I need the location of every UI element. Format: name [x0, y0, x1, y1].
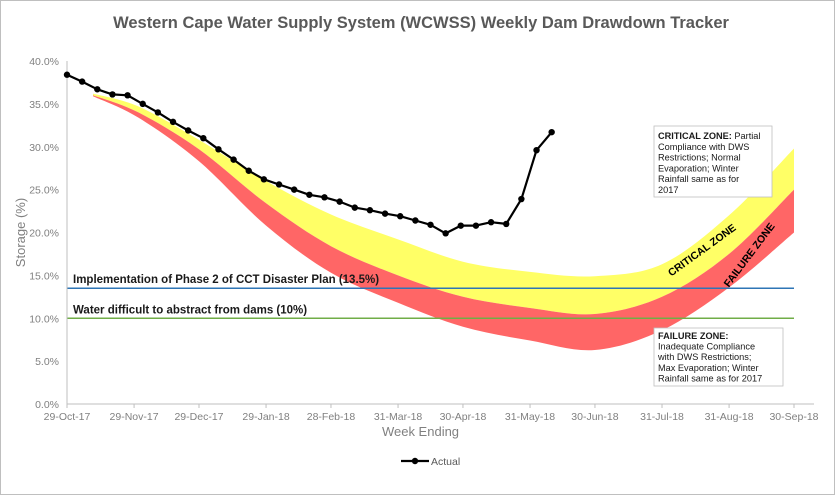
x-tick-label: 31-Aug-18	[705, 411, 754, 423]
data-point-actual	[290, 186, 298, 193]
x-tick-label: 31-May-18	[505, 411, 555, 423]
data-point-actual	[533, 146, 540, 154]
annotation-line: Restrictions; Normal	[658, 153, 741, 163]
x-tick-label: 31-Jul-18	[640, 411, 684, 423]
annotation-line: Max Evaporation; Winter	[658, 363, 759, 373]
x-tick-label: 29-Oct-17	[44, 411, 91, 423]
x-tick-label: 30-Sep-18	[769, 411, 818, 423]
x-axis-label: Week Ending	[382, 424, 459, 439]
x-tick-label: 29-Nov-17	[110, 411, 159, 423]
reference-line-label-2: Water difficult to abstract from dams (1…	[73, 304, 307, 316]
data-point-actual	[215, 146, 222, 153]
data-point-actual	[184, 127, 192, 134]
data-point-actual	[397, 213, 404, 220]
y-tick-label: 15.0%	[29, 270, 59, 282]
x-tick-label: 30-Apr-18	[440, 411, 487, 423]
data-point-actual	[124, 92, 131, 99]
data-point-actual	[427, 221, 434, 228]
annotation-line: 2017	[658, 185, 678, 195]
y-tick-label: 20.0%	[29, 228, 59, 240]
data-point-actual	[63, 71, 71, 78]
data-point-actual	[472, 222, 480, 229]
failure-zone-band	[93, 95, 794, 351]
data-point-actual	[366, 207, 374, 214]
data-point-actual	[275, 181, 283, 188]
data-point-actual	[503, 220, 510, 228]
data-point-actual	[457, 222, 464, 229]
annotation-line: FAILURE ZONE:	[658, 331, 728, 341]
annotation-line: Compliance with DWS	[658, 142, 749, 152]
data-point-actual	[321, 194, 328, 201]
data-point-actual	[306, 191, 313, 198]
data-point-actual	[154, 109, 162, 116]
y-tick-label: 35.0%	[29, 99, 59, 111]
x-tick-label: 28-Feb-18	[307, 411, 356, 423]
data-point-actual	[260, 176, 268, 183]
y-tick-label: 40.0%	[29, 56, 59, 68]
x-axis-ticks: 29-Oct-17 29-Nov-17 29-Dec-17 29-Jan-18 28-F…	[44, 404, 819, 423]
annotation-line: Rainfall same as for 2017	[658, 373, 762, 383]
y-tick-label: 0.0%	[35, 399, 59, 411]
data-point-actual	[336, 198, 343, 205]
data-point-actual	[230, 156, 237, 163]
critical-annotation-box	[653, 125, 773, 198]
y-axis-label: Storage (%)	[13, 198, 28, 267]
data-point-actual	[412, 217, 419, 224]
x-tick-label: 29-Dec-17	[174, 411, 223, 423]
data-point-actual	[109, 91, 116, 98]
y-axis-ticks: 0.0% 5.0% 10.0% 15.0% 20.0% 25.0% 30.0% 35.0% 40…	[29, 56, 59, 411]
x-tick-label: 31-Mar-18	[374, 411, 423, 423]
data-point-actual	[381, 210, 389, 217]
annotation-line: Rainfall same as for	[658, 174, 739, 184]
data-point-actual	[442, 230, 449, 237]
data-point-actual	[94, 86, 101, 93]
y-tick-label: 5.0%	[35, 356, 59, 368]
reference-lines: Implementation of Phase 2 of CCT Disaste…	[67, 274, 794, 320]
failure-annotation-box	[653, 327, 784, 387]
legend-marker-actual	[411, 457, 419, 465]
annotation-line: Evaporation; Winter	[658, 163, 739, 173]
series-actual	[63, 71, 555, 237]
legend: Actual	[401, 456, 460, 468]
data-point-actual	[200, 134, 207, 142]
data-point-actual	[169, 118, 177, 126]
data-point-actual	[245, 167, 252, 174]
y-tick-label: 30.0%	[29, 142, 59, 154]
critical-zone-band	[93, 93, 794, 315]
data-point-actual	[548, 128, 555, 136]
data-point-actual	[518, 195, 525, 203]
data-point-actual	[78, 78, 86, 85]
reference-line-label-1: Implementation of Phase 2 of CCT Disaste…	[73, 274, 379, 286]
y-tick-label: 25.0%	[29, 185, 59, 197]
zone-bands	[93, 93, 794, 351]
annotation-line: Inadequate Compliance	[658, 342, 755, 352]
chart-title: Western Cape Water Supply System (WCWSS)…	[113, 14, 729, 32]
annotation-line: CRITICAL ZONE: Partial	[658, 131, 760, 141]
annotation-line: with DWS Restrictions;	[657, 352, 751, 362]
data-point-actual	[487, 219, 495, 226]
legend-label-actual: Actual	[431, 456, 460, 468]
x-tick-label: 30-Jun-18	[571, 411, 618, 423]
y-tick-label: 10.0%	[29, 313, 59, 325]
data-point-actual	[139, 100, 146, 108]
x-tick-label: 29-Jan-18	[242, 411, 289, 423]
data-point-actual	[351, 204, 358, 211]
